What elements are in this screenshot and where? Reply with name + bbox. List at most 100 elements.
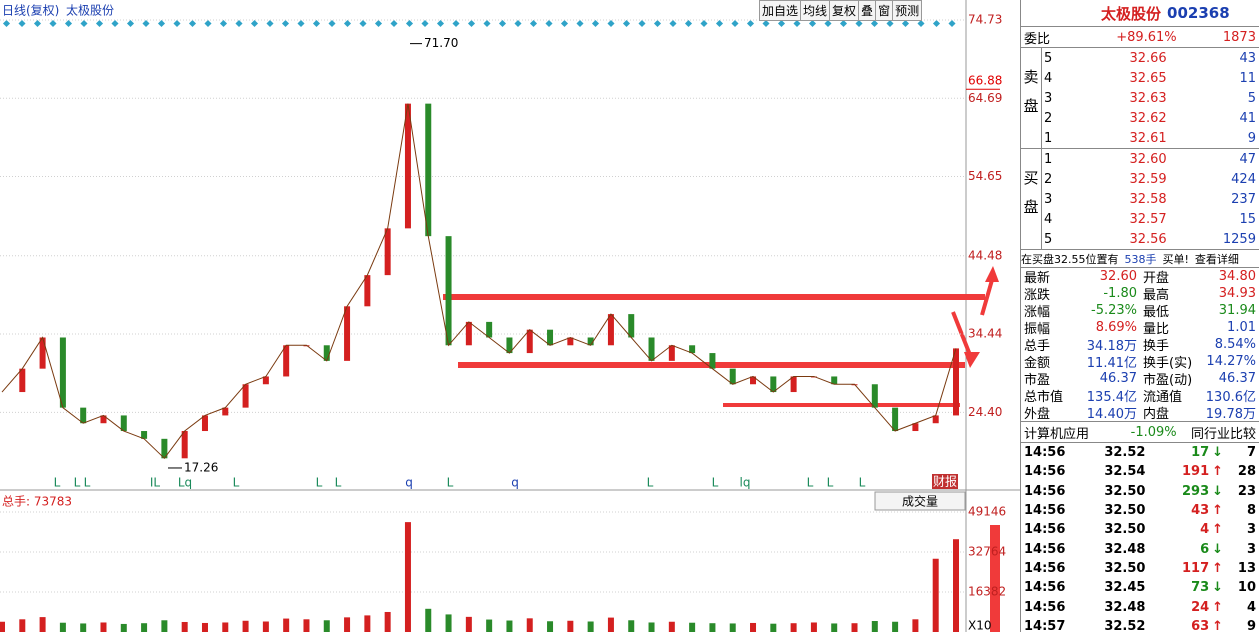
stats-cell: 31.94 (1200, 303, 1259, 318)
marker (623, 20, 630, 27)
tick-cell: 4 (1148, 522, 1212, 537)
marker (607, 20, 614, 27)
tick-cell: 14:56 (1021, 522, 1085, 537)
volume-bar (202, 623, 208, 632)
stats-cell: 19.78万 (1200, 403, 1259, 422)
volume-bar (730, 623, 736, 632)
tick-cell: 32.50 (1085, 484, 1149, 499)
toolbar-button[interactable]: 预测 (892, 0, 922, 21)
candle (40, 337, 46, 368)
buy-cell: 2 (1041, 172, 1080, 187)
volume-bar (649, 622, 655, 632)
marker (421, 20, 428, 27)
event-label: q (511, 476, 519, 490)
toolbar-button[interactable]: 加自选 (759, 0, 801, 21)
tick-cell: 10 (1224, 580, 1259, 595)
code: 002368 (1167, 4, 1230, 22)
volume-bar (40, 617, 46, 632)
toolbar-button[interactable]: 叠 (858, 0, 876, 21)
stock-name: 太极股份 (66, 3, 114, 18)
marker (80, 20, 87, 27)
notice-text[interactable]: 查看详细 (1195, 251, 1239, 267)
tick-cell: 3 (1224, 522, 1259, 537)
marker (282, 20, 289, 27)
chart-area: 日线(复权) 太极股份 成交量 总手: 73783 X10 74.7364.69… (0, 0, 1020, 632)
marker (468, 20, 475, 27)
sell-cell: 1 (1041, 131, 1080, 146)
marker (933, 20, 940, 27)
sell-cell: 2 (1041, 111, 1080, 126)
tick-cell: 32.54 (1085, 464, 1149, 479)
tick-cell: 8 (1224, 503, 1259, 518)
candle (892, 408, 898, 431)
buy-cell: 237 (1170, 192, 1259, 207)
toolbar-button[interactable]: 均线 (800, 0, 830, 21)
volume-bar (121, 624, 127, 632)
marker (359, 20, 366, 27)
tick-cell: 14:56 (1021, 542, 1085, 557)
tick-cell: 43 (1148, 503, 1212, 518)
event-label: L (335, 476, 342, 490)
candle (425, 104, 431, 237)
event-label: L (712, 476, 719, 490)
candle (80, 408, 86, 424)
toolbar-button[interactable]: 复权 (829, 0, 859, 21)
volume-bar (0, 622, 5, 632)
volume-bar (60, 623, 66, 632)
marker (111, 20, 118, 27)
stats-cell: 34.80 (1200, 269, 1259, 284)
candle (608, 314, 614, 345)
volume-bar (770, 624, 776, 632)
toolbar-button[interactable]: 窗 (875, 0, 893, 21)
volume-bar (141, 623, 147, 632)
candle (446, 236, 452, 345)
marker (189, 20, 196, 27)
buy-cell: 32.56 (1080, 232, 1169, 247)
y-tick-label: 32764 (968, 545, 1006, 559)
tick-cell: 24 (1148, 600, 1212, 615)
marker (204, 20, 211, 27)
tick-cell: 13 (1224, 561, 1259, 576)
tick-cell: 28 (1224, 464, 1259, 479)
volume-bar (222, 622, 228, 632)
volume-bar (100, 622, 106, 632)
tick-cell: 191 (1148, 464, 1212, 479)
title: 太极股份 (1101, 3, 1161, 24)
tick-cell: 32.50 (1085, 522, 1149, 537)
event-label: q (405, 476, 413, 490)
buy-cell: 3 (1041, 192, 1080, 207)
sector-cell[interactable]: 同行业比较 (1180, 423, 1259, 442)
marker (654, 20, 661, 27)
sell-cell: 4 (1041, 71, 1080, 86)
marker (592, 20, 599, 27)
candle (283, 345, 289, 376)
y-tick-label: 16382 (968, 585, 1006, 599)
sell-cell: 32.63 (1080, 91, 1169, 106)
event-label: L (447, 476, 454, 490)
arrow-head (985, 266, 999, 282)
volume-bar (669, 622, 675, 632)
stats-cell: -1.80 (1081, 286, 1141, 301)
tick-cell: 14:56 (1021, 445, 1085, 460)
buy-cell: 15 (1170, 212, 1259, 227)
volume-bar (80, 623, 86, 632)
marker (731, 20, 738, 27)
marker (514, 20, 521, 27)
indicator[interactable]: 成交量 (902, 494, 938, 509)
volume-bar (385, 612, 391, 632)
volume-bar (912, 619, 918, 632)
sector-cell: 计算机应用 (1021, 423, 1100, 442)
